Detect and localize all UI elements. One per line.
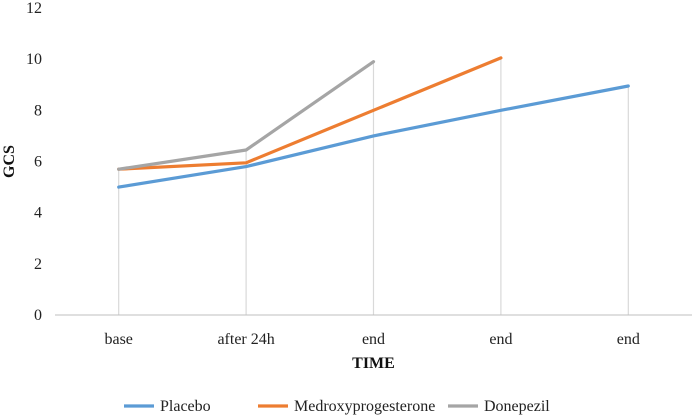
- y-tick-label: 12: [26, 0, 42, 17]
- y-axis-title: GCS: [1, 145, 18, 178]
- x-tick-label: end: [489, 331, 512, 348]
- series-lines: [117, 56, 630, 189]
- series-line-donepezil: [117, 60, 376, 171]
- x-tick-label: base: [104, 331, 132, 348]
- series-line-medroxyprogesterone: [117, 56, 503, 171]
- legend: Placebo Medroxyprogesterone Donepezil: [124, 398, 550, 415]
- x-tick-label: end: [617, 331, 640, 348]
- y-tick-label: 6: [34, 154, 42, 171]
- tick-labels: 0 2 4 6 8 10 12 base after 24h end end end: [26, 0, 640, 348]
- y-tick-label: 8: [34, 102, 42, 119]
- grid-lines: [118, 57, 629, 315]
- y-tick-label: 4: [34, 205, 42, 222]
- x-tick-label: after 24h: [217, 331, 274, 348]
- x-axis-title: TIME: [352, 355, 395, 372]
- legend-label: Medroxyprogesterone: [294, 398, 435, 415]
- y-tick-label: 2: [34, 256, 42, 273]
- legend-label: Donepezil: [484, 398, 550, 415]
- series-line-placebo: [117, 84, 630, 189]
- y-tick-label: 0: [34, 307, 42, 324]
- y-tick-label: 10: [26, 51, 42, 68]
- legend-label: Placebo: [160, 398, 211, 415]
- x-tick-label: end: [362, 331, 385, 348]
